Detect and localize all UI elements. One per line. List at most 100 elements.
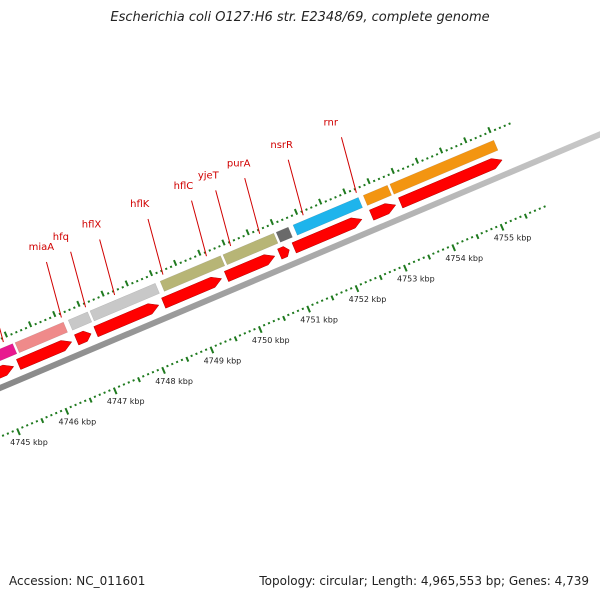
scale-tick — [267, 321, 271, 325]
scale-tick — [417, 258, 421, 262]
ticks-layer: 4745 kbp 4746 kbp 4747 kbp 4748 kbp 4749 kbp… — [0, 122, 546, 447]
leader-line-rnr — [340, 137, 357, 193]
scale-tick — [257, 325, 263, 334]
tick-mark — [121, 285, 125, 289]
kbp-label: 4755 kbp — [494, 234, 532, 243]
scale-tick — [369, 278, 372, 282]
scale-tick — [50, 413, 53, 417]
scale-tick — [272, 319, 276, 323]
scale-tick — [494, 225, 498, 229]
scale-tick — [291, 311, 295, 315]
tick-mark — [63, 310, 66, 314]
kbp-label: 4754 kbp — [445, 254, 483, 263]
tick-mark — [280, 218, 284, 222]
scale-tick — [117, 385, 121, 388]
scale-tick — [422, 256, 426, 260]
scale-tick — [79, 401, 82, 405]
tick-mark — [106, 292, 110, 295]
tick-mark — [363, 183, 366, 187]
tick-mark — [73, 306, 76, 310]
scale-tick — [354, 285, 360, 293]
tick-mark — [145, 275, 149, 279]
tick-mark — [193, 255, 197, 258]
tick-mark — [324, 200, 328, 203]
gene-label-hflX: hflX — [82, 220, 102, 231]
scale-tick — [398, 266, 401, 270]
tick-mark — [390, 167, 395, 175]
tick-mark — [411, 163, 415, 166]
tick-mark — [342, 188, 347, 195]
gene-bar-hflX — [89, 282, 160, 322]
scale-tick — [141, 374, 145, 378]
scale-tick — [446, 246, 450, 249]
tick-mark — [100, 290, 105, 297]
tick-mark — [463, 137, 468, 144]
scale-tick — [161, 366, 166, 375]
scale-tick — [30, 422, 34, 425]
gene-bar-yjeT — [275, 226, 293, 243]
gene-label-miaA: miaA — [29, 242, 55, 253]
scale-tick — [470, 235, 474, 239]
scale-tick — [407, 262, 411, 266]
tick-mark — [76, 300, 81, 307]
tick-mark — [397, 169, 400, 173]
tick-mark — [314, 204, 318, 207]
gene-label-hfq: hfq — [53, 232, 69, 243]
scale-tick — [35, 419, 39, 423]
gene-bar-rnr — [389, 139, 499, 195]
scale-tick — [528, 211, 532, 215]
tick-mark — [3, 331, 8, 338]
tick-mark — [508, 122, 511, 126]
tick-mark — [135, 279, 139, 283]
tick-mark — [251, 230, 255, 234]
scale-tick — [74, 403, 77, 407]
gene-bar-mutL — [0, 343, 18, 362]
kbp-label: 4745 kbp — [10, 438, 48, 447]
leader-line-mutL — [0, 327, 4, 343]
tick-mark — [48, 316, 52, 320]
scale-tick — [103, 391, 106, 394]
scale-tick — [151, 370, 155, 374]
scale-tick — [175, 360, 179, 364]
scale-tick — [204, 348, 208, 352]
scale-tick — [40, 417, 45, 424]
cds-arrow — [0, 364, 15, 379]
scale-tick — [233, 336, 238, 342]
scale-tick — [374, 276, 377, 280]
scale-tick — [190, 354, 193, 358]
tick-mark — [245, 229, 250, 236]
tick-mark — [366, 178, 371, 185]
cds-arrow — [74, 330, 92, 346]
cds-arrow — [93, 303, 160, 338]
cds-arrow — [291, 217, 363, 254]
tick-mark — [218, 245, 221, 248]
kbp-label: 4749 kbp — [204, 356, 242, 365]
tick-mark — [479, 134, 482, 138]
scale-tick — [137, 377, 141, 383]
scale-tick — [180, 358, 184, 362]
scale-tick — [432, 252, 435, 255]
scale-tick — [441, 248, 445, 251]
scale-tick — [383, 272, 387, 276]
tick-mark — [184, 259, 187, 262]
tick-mark — [44, 318, 47, 322]
tick-mark — [498, 126, 502, 130]
labels-layer: mutLmiaAhfqhflXhflKhflCyjeTpurAnsrRrnr — [0, 117, 357, 343]
tick-mark — [269, 218, 274, 226]
scale-tick — [83, 399, 87, 403]
kbp-label: 4746 kbp — [58, 418, 96, 427]
tick-mark — [189, 257, 192, 260]
tick-mark — [285, 216, 289, 220]
tick-mark — [318, 198, 323, 205]
tick-mark — [232, 238, 236, 242]
tick-mark — [503, 124, 507, 128]
accession-text: Accession: NC_011601 — [9, 574, 146, 588]
leader-line-nsrR — [287, 159, 304, 216]
scale-tick — [311, 303, 314, 307]
tick-mark — [10, 332, 13, 336]
tick-mark — [155, 271, 158, 275]
scale-tick — [335, 293, 338, 296]
scale-tick — [316, 301, 319, 305]
scale-tick — [262, 323, 266, 327]
